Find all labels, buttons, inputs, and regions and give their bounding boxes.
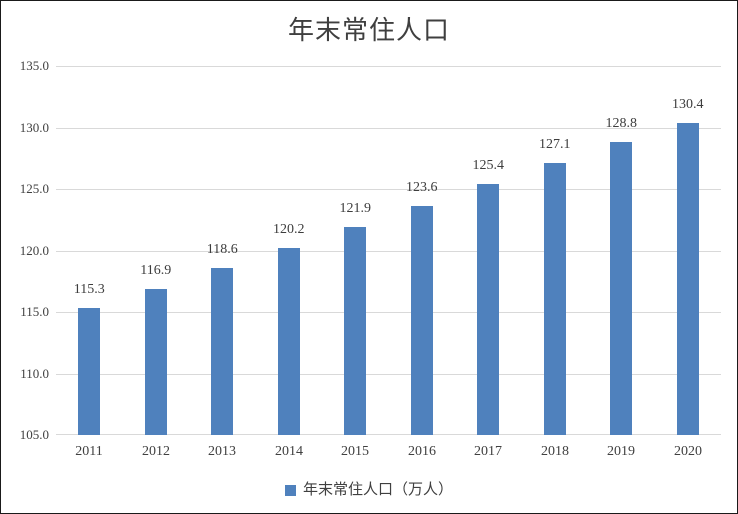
x-tick-label: 2012 [142, 444, 170, 459]
bar-slot: 118.6 [189, 66, 256, 435]
bar-data-label: 128.8 [605, 116, 638, 131]
x-tick-label: 2013 [208, 444, 236, 459]
legend-label: 年末常住人口（万人） [302, 482, 453, 498]
bar [78, 308, 101, 435]
bar-data-label: 130.4 [672, 97, 704, 112]
chart-title: 年末常住人口 [287, 16, 450, 45]
bar-data-label: 118.6 [206, 242, 238, 257]
bar [277, 248, 300, 435]
bar [144, 289, 167, 435]
bar-data-label: 115.3 [73, 282, 105, 297]
x-tick-label: 2020 [674, 444, 702, 459]
y-tick-label: 130.0 [19, 120, 49, 135]
bar-data-label: 120.2 [273, 222, 305, 237]
bar [477, 184, 500, 435]
bar [344, 227, 367, 435]
y-tick-label: 115.0 [20, 304, 49, 319]
bar-data-label: 116.9 [140, 263, 172, 278]
y-tick-label: 110.0 [20, 366, 49, 381]
bar-slot: 115.3 [56, 66, 123, 435]
x-tick-label: 2017 [474, 444, 502, 459]
gridline [56, 66, 721, 67]
x-tick-label: 2011 [75, 444, 103, 459]
legend-swatch-icon [284, 484, 296, 496]
bar-slot: 130.4 [655, 66, 722, 435]
bar-slot: 121.9 [322, 66, 389, 435]
x-tick-label: 2018 [541, 444, 569, 459]
bar-slot: 120.2 [256, 66, 323, 435]
y-tick-label: 135.0 [19, 58, 49, 73]
x-tick-label: 2016 [408, 444, 436, 459]
bar-data-label: 123.6 [406, 180, 438, 195]
bar [676, 123, 699, 435]
legend: 年末常住人口（万人） [1, 480, 737, 500]
gridline [56, 128, 721, 129]
y-tick-label: 125.0 [19, 181, 49, 196]
bar-slot: 125.4 [455, 66, 522, 435]
y-tick-label: 120.0 [19, 243, 49, 258]
x-tick-label: 2014 [275, 444, 303, 459]
gridline [56, 374, 721, 375]
bar-data-label: 125.4 [472, 158, 505, 173]
bar-slot: 127.1 [522, 66, 589, 435]
x-tick-label: 2019 [607, 444, 635, 459]
bar-data-label: 127.1 [539, 137, 571, 152]
bar-data-label: 121.9 [339, 201, 372, 216]
bar-slot: 116.9 [123, 66, 190, 435]
plot-area: 115.3 116.9 118.6 120.2 121.9 123.6 125.4 127.1… [56, 66, 721, 435]
gridline [56, 251, 721, 252]
bar-slot: 128.8 [588, 66, 655, 435]
bar [610, 142, 633, 435]
bar-slot: 123.6 [389, 66, 456, 435]
bar [410, 206, 433, 435]
bar [543, 163, 566, 435]
gridline [56, 312, 721, 313]
bar [211, 268, 234, 435]
gridline [56, 189, 721, 190]
y-tick-label: 105.0 [19, 427, 49, 442]
x-axis-line [56, 434, 721, 435]
x-tick-label: 2015 [341, 444, 369, 459]
